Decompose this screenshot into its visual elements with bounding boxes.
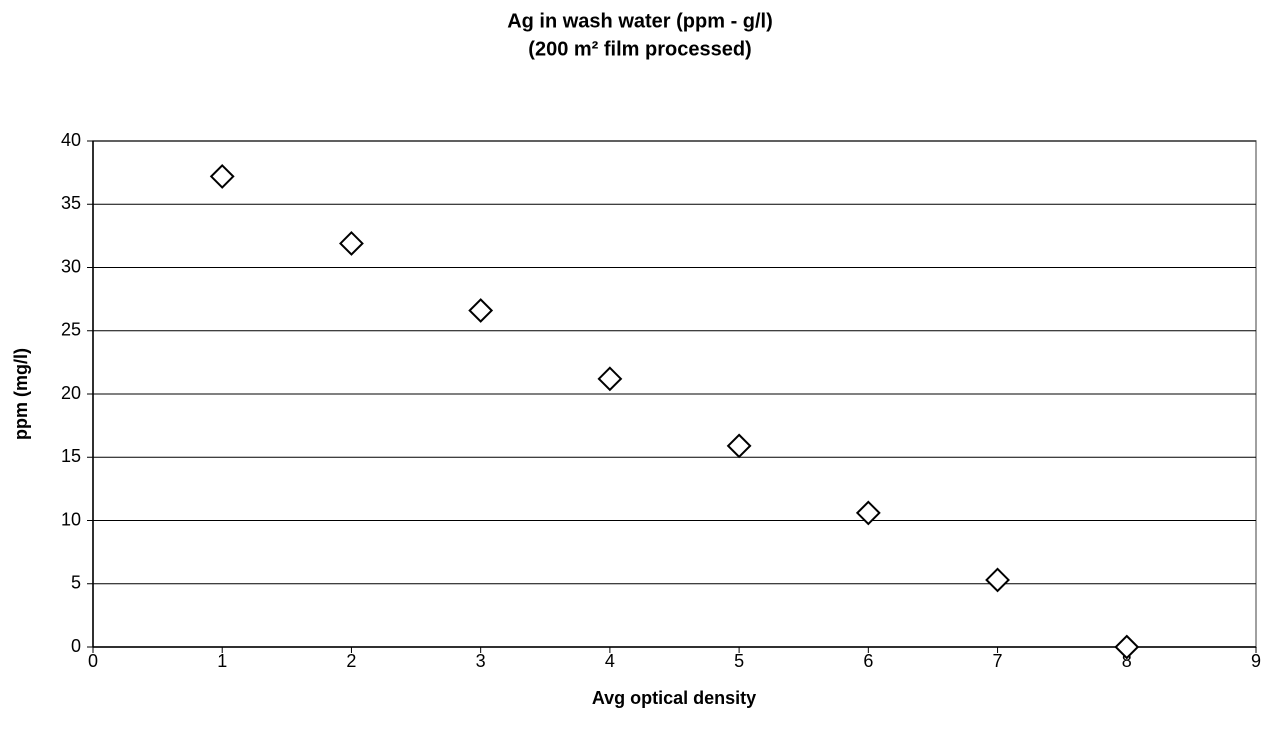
y-tick-label: 15	[61, 446, 81, 466]
marker	[1114, 634, 1140, 660]
x-tick-label: 8	[1122, 651, 1132, 671]
x-axis-label: Avg optical density	[592, 688, 756, 708]
marker	[597, 366, 623, 392]
y-axis-label: ppm (mg/l)	[11, 348, 31, 440]
marker	[855, 500, 881, 526]
marker	[726, 433, 752, 459]
chart-subtitle: (200 m² film processed)	[528, 38, 751, 60]
x-tick-label: 1	[217, 651, 227, 671]
x-tick-label: 9	[1251, 651, 1261, 671]
x-tick-label: 3	[476, 651, 486, 671]
y-tick-label: 40	[61, 130, 81, 150]
marker	[339, 231, 364, 256]
y-tick-label: 0	[71, 636, 81, 656]
chart-title: Ag in wash water (ppm - g/l)	[507, 10, 773, 32]
marker	[209, 164, 235, 189]
x-tick-label: 6	[863, 651, 873, 671]
marker	[468, 298, 494, 323]
y-tick-label: 35	[61, 193, 81, 213]
x-tick-label: 5	[734, 651, 744, 671]
y-tick-label: 30	[61, 256, 81, 276]
y-tick-label: 10	[61, 509, 81, 529]
y-tick-label: 5	[71, 573, 81, 593]
x-tick-label: 4	[605, 651, 615, 671]
y-tick-label: 20	[61, 383, 81, 403]
marker	[985, 567, 1010, 593]
x-tick-label: 2	[346, 651, 356, 671]
x-tick-label: 0	[88, 651, 98, 671]
x-tick-label: 7	[993, 651, 1003, 671]
y-tick-label: 25	[61, 320, 81, 340]
